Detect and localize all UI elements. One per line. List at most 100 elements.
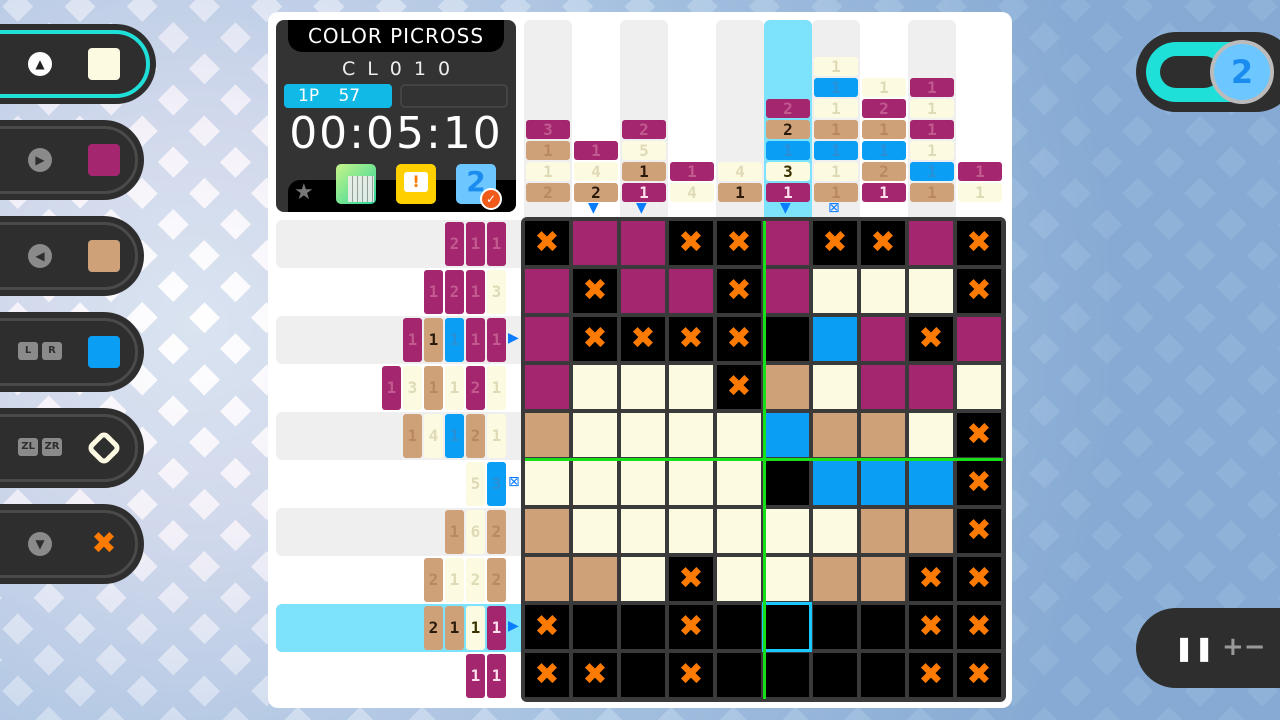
grid-cell[interactable] [573,221,617,265]
grid-cell[interactable] [669,509,713,553]
grid-cell[interactable] [717,413,761,457]
grid-cell[interactable] [621,605,665,649]
palette-button-tan[interactable]: ◀ [0,216,144,296]
grid-cell[interactable]: ✖ [669,605,713,649]
grid-cell[interactable] [909,413,953,457]
grid-cell[interactable]: ✖ [909,317,953,361]
grid-cell[interactable] [717,653,761,697]
grid-cell[interactable] [861,605,905,649]
palette-button-eraser[interactable]: ZL ZR [0,408,144,488]
grid-cell[interactable] [621,509,665,553]
grid-cell[interactable] [813,413,857,457]
grid-cell[interactable] [765,557,809,601]
progress-badge-icon[interactable]: 2 ✓ [456,164,502,210]
palette-button-cross[interactable]: ▼ ✖ [0,504,144,584]
grid-cell[interactable] [573,365,617,409]
grid-cell[interactable] [573,413,617,457]
grid-cell[interactable]: ✖ [573,317,617,361]
grid-cell[interactable] [525,509,569,553]
grid-cell[interactable] [861,317,905,361]
grid-cell[interactable] [909,221,953,265]
grid-cell[interactable] [621,413,665,457]
grid-cell[interactable] [621,461,665,505]
grid-cell[interactable]: ✖ [717,221,761,265]
grid-cell[interactable]: ✖ [669,317,713,361]
grid-cell[interactable]: ✖ [909,557,953,601]
grid-cell[interactable] [813,317,857,361]
grid-cell[interactable] [765,317,809,361]
grid-cell[interactable] [525,365,569,409]
grid-cell[interactable] [909,509,953,553]
grid-cell[interactable]: ✖ [957,413,1001,457]
grid-cell[interactable]: ✖ [909,605,953,649]
grid-cell[interactable] [765,221,809,265]
grid-cell[interactable] [765,653,809,697]
grid-cell[interactable] [765,509,809,553]
grid-cell[interactable] [669,269,713,313]
grid-cell[interactable]: ✖ [957,221,1001,265]
grid-cell[interactable] [525,317,569,361]
grid-cell[interactable] [861,413,905,457]
grid-cell[interactable] [813,365,857,409]
grid-cell[interactable] [813,269,857,313]
grid-cell[interactable]: ✖ [717,269,761,313]
grid-cell[interactable]: ✖ [669,221,713,265]
grid-cell[interactable] [861,365,905,409]
grid-cell[interactable] [765,365,809,409]
grid-cell[interactable]: ✖ [669,557,713,601]
grid-cell[interactable]: ✖ [861,221,905,265]
grid-cell[interactable] [909,461,953,505]
grid-cell[interactable] [573,461,617,505]
grid-cell[interactable] [957,365,1001,409]
grid-cell[interactable] [525,557,569,601]
grid-cell[interactable]: ✖ [717,365,761,409]
grid-cell[interactable] [669,365,713,409]
grid-cell[interactable] [861,461,905,505]
grid-cell[interactable]: ✖ [957,269,1001,313]
grid-cell[interactable] [813,509,857,553]
grid-cell[interactable] [861,557,905,601]
grid-cell[interactable]: ✖ [669,653,713,697]
grid-cell[interactable] [813,461,857,505]
mode-toggle[interactable]: 2 [1136,32,1280,112]
grid-cell[interactable] [525,413,569,457]
grid-cell[interactable]: ✖ [957,653,1001,697]
grid-cell[interactable] [717,557,761,601]
grid-cell[interactable] [861,653,905,697]
toggle-knob[interactable]: 2 [1210,40,1274,104]
grid-cell[interactable] [813,605,857,649]
grid-cell[interactable] [909,269,953,313]
grid-cell[interactable] [525,269,569,313]
star-icon[interactable]: ★ [294,180,314,205]
palette-button-cream[interactable]: ▲ [0,24,156,104]
zoom-button[interactable]: +− [1222,632,1266,662]
grid-cell[interactable] [621,653,665,697]
grid-cell[interactable] [717,509,761,553]
grid-cell[interactable]: ✖ [573,269,617,313]
grid-cell[interactable] [717,461,761,505]
grid-cell[interactable] [765,413,809,457]
grid-cell[interactable] [957,317,1001,361]
grid-cell[interactable] [621,221,665,265]
grid-cell[interactable] [621,365,665,409]
grid-cell[interactable]: ✖ [957,557,1001,601]
hint-icon[interactable]: ! [396,164,436,204]
grid-cell[interactable]: ✖ [957,461,1001,505]
grid-cell[interactable] [573,605,617,649]
grid-cell[interactable]: ✖ [957,605,1001,649]
grid-cell[interactable] [909,365,953,409]
grid-cell[interactable]: ✖ [813,221,857,265]
grid-cell[interactable]: ✖ [717,317,761,361]
grid-cell[interactable]: ✖ [957,509,1001,553]
grid-cell[interactable] [669,413,713,457]
grid-cell[interactable] [525,461,569,505]
grid-cell[interactable] [813,653,857,697]
grid-cell[interactable] [573,509,617,553]
grid-cell[interactable] [861,269,905,313]
grid-cell[interactable]: ✖ [909,653,953,697]
selected-cell[interactable] [762,602,812,652]
pause-button[interactable]: ❚❚ [1174,634,1215,662]
grid-cell[interactable]: ✖ [621,317,665,361]
grid-cell[interactable] [717,605,761,649]
